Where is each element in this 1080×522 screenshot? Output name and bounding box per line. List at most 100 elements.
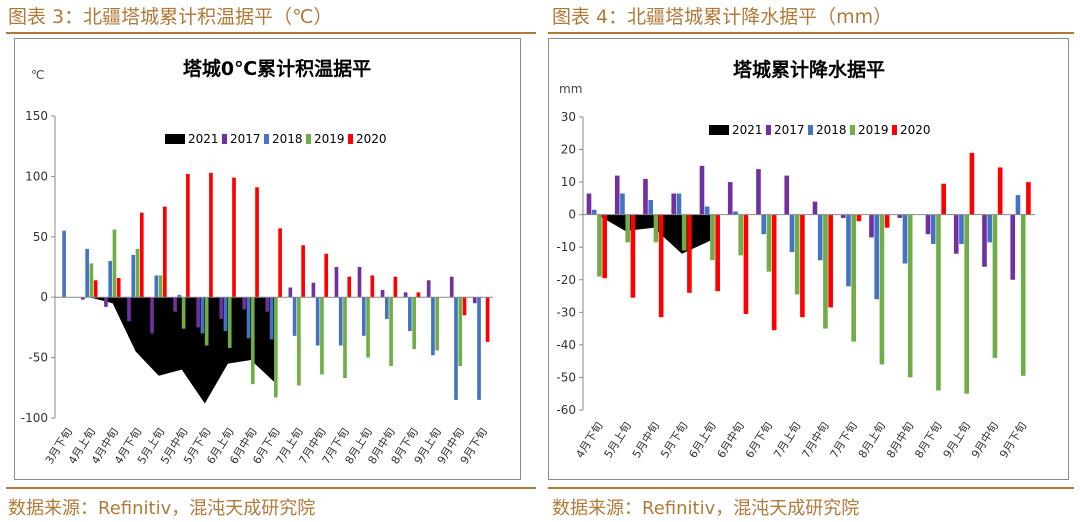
right-caption-rule [548,32,1074,34]
y-tick-label: -40 [556,338,576,352]
bar-2018 [817,214,823,261]
bar-2017 [81,297,85,300]
bar-2017 [104,297,108,307]
bar-2019 [343,297,347,379]
bar-2020 [602,214,607,279]
bar-2017 [357,267,362,298]
bar-2019 [992,214,998,358]
bar-2020 [255,187,259,298]
bar-2017 [869,214,874,238]
legend-label: 2021 [732,123,763,137]
y-axis-unit: ℃ [31,68,44,82]
bar-2017 [334,267,339,298]
bar-2019 [597,214,602,277]
bar-2018 [454,297,458,400]
y-tick-label: -50 [556,370,576,384]
left-source: 数据来源：Refinitiv，混沌天成研究院 [8,498,316,519]
bar-2020 [800,214,805,318]
bar-2018 [1015,195,1021,215]
x-tick-label: 7月中旬 [799,420,831,461]
bar-2017 [586,193,592,215]
legend-item-2018: 2018 [808,123,847,137]
x-tick-label: 8月中旬 [884,420,916,461]
bar-2018 [269,297,274,340]
bar-2020 [828,214,833,308]
x-tick-label: 4月下旬 [573,420,605,461]
legend-item-2019: 2019 [306,132,345,146]
left-caption: 图表 3：北疆塔城累计积温据平（℃） [8,6,333,28]
bar-2018 [477,297,481,400]
x-tick-label: 9月中旬 [969,420,1001,461]
y-tick-label: 30 [561,110,576,124]
x-tick-label: 5月上旬 [602,420,634,461]
y-tick-label: -100 [21,411,48,425]
bar-2019 [412,297,416,350]
legend-item-2021: 2021 [165,132,219,146]
bar-2018 [108,260,113,298]
bar-2018 [733,211,738,215]
bar-2019 [823,214,828,329]
bar-2019 [112,229,117,298]
bar-2019 [204,297,209,346]
bar-2020 [324,253,329,298]
x-tick-label: 6月下旬 [743,420,775,461]
y-tick-label: -50 [28,351,48,365]
bar-2018 [223,297,228,332]
bar-2017 [311,282,316,298]
bar-2019 [879,214,885,365]
bar-2018 [200,297,205,334]
right-chart-frame: 塔城累计降水据平 mm -60 -50 -40 -30 -20 -10 0 10 20 30 4月下旬 5… [548,38,1069,480]
bar-2018 [315,297,320,346]
y-tick-label: -20 [556,273,576,287]
legend-swatch-2017 [222,134,227,144]
y-tick-label: 20 [561,143,576,157]
x-tick-label: 8月下旬 [912,420,944,461]
bar-2020 [1026,182,1031,215]
bar-2019 [250,297,255,385]
right-source: 数据来源：Refinitiv，混沌天成研究院 [552,498,860,519]
bar-2018 [384,297,389,319]
bar-2017 [127,297,131,322]
y-tick-label: 150 [25,109,48,123]
bar-2019 [681,214,687,251]
bar-2018 [338,297,343,346]
bar-2018 [902,214,908,264]
bar-2018 [292,297,297,336]
legend-swatch-2020 [348,134,353,144]
left-source-rule [6,487,536,489]
bar-2017 [242,297,247,310]
bar-2019 [320,297,324,375]
bar-2017 [173,297,177,312]
x-tick-label: 5月中旬 [630,420,662,461]
bar-2017 [614,175,620,215]
y-tick-label: 100 [25,169,48,183]
bar-2018 [408,297,412,332]
bar-2017 [403,292,408,298]
bar-2017 [380,289,385,298]
bar-2020 [209,172,213,298]
bar-2019 [851,214,857,342]
bar-2020 [393,276,398,298]
chart-title: 塔城累计降水据平 [733,58,885,81]
bar-2019 [366,297,370,358]
bar-2020 [630,214,636,298]
legend-label: 2019 [858,123,889,137]
bar-2018 [620,193,625,215]
bar-2018 [591,209,597,215]
bar-2018 [154,275,159,298]
y-tick-label: 10 [561,175,576,189]
bar-2018 [930,214,936,244]
legend-item-2017: 2017 [222,132,261,146]
bar-2019 [738,214,744,256]
y-tick-label: 50 [33,230,48,244]
bar-2019 [181,297,186,329]
bar-2020 [687,214,692,293]
bar-2018 [85,248,89,298]
bar-2019 [964,214,970,394]
y-tick-label: -10 [556,240,576,254]
legend-label: 2017 [230,132,261,146]
x-tick-label: 8月上旬 [856,420,888,461]
bar-2019 [89,263,94,298]
bar-2019 [458,297,463,367]
bar-2020 [186,173,190,298]
